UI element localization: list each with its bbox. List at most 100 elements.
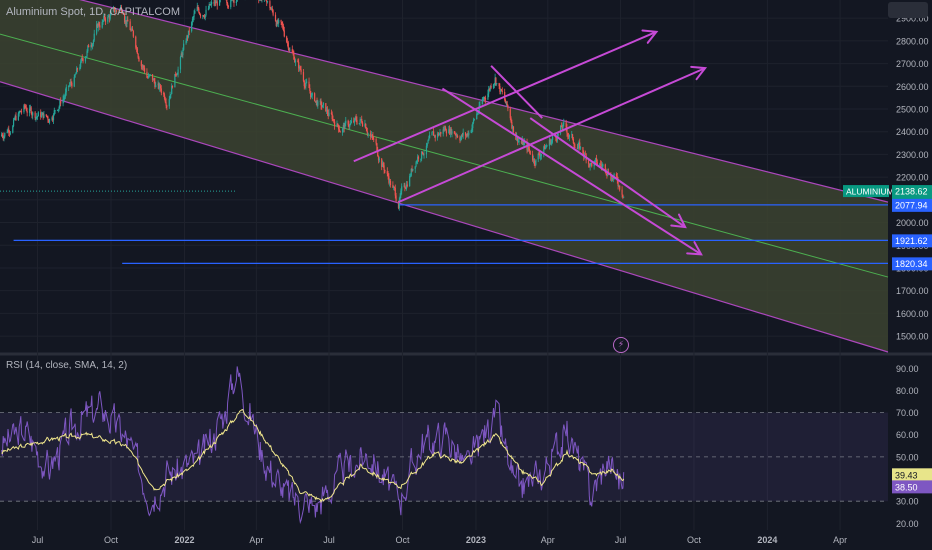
channel-fill (0, 0, 888, 352)
candle-body (194, 11, 196, 14)
candle-body (539, 154, 541, 157)
candle-body (393, 187, 395, 188)
candle-body (412, 168, 414, 171)
price-tick-label: 2800.00 (896, 36, 929, 46)
candle-body (71, 82, 73, 87)
lightning-bolt-icon[interactable]: ⚡ (613, 337, 629, 353)
candle-body (370, 134, 372, 137)
candle-body (277, 21, 279, 24)
candle-body (488, 89, 491, 90)
candle-body (524, 141, 526, 144)
candle-body (155, 85, 157, 88)
candle-body (389, 180, 391, 183)
candle-body (320, 100, 322, 106)
candle-body (438, 134, 440, 136)
candle-body (204, 14, 206, 18)
candle-body (615, 173, 618, 177)
candle-body (309, 88, 311, 91)
candle-body (589, 163, 591, 167)
candle-body (427, 140, 429, 144)
candle-body (354, 117, 356, 119)
candle-body (160, 88, 162, 93)
candle-body (520, 141, 523, 144)
candle-body (230, 0, 232, 8)
candle-body (119, 6, 122, 10)
candle-body (276, 21, 278, 27)
candle-body (398, 199, 400, 209)
candle-body (501, 90, 503, 92)
candle-body (454, 133, 456, 135)
arrow-head (686, 241, 703, 256)
candle-body (15, 115, 17, 120)
candle-body (425, 145, 428, 155)
candle-body (297, 60, 299, 63)
candle-body (269, 1, 271, 9)
candle-body (278, 20, 280, 24)
candle-body (461, 134, 463, 136)
price-tick-label: 2700.00 (896, 59, 929, 69)
candle-body (338, 129, 340, 132)
candle-body (170, 94, 172, 96)
candle-body (235, 1, 237, 4)
candle-body (557, 133, 559, 136)
candle-body (143, 67, 146, 72)
candle-body (617, 180, 619, 186)
candle-body (360, 119, 362, 120)
candle-body (300, 69, 302, 73)
candle-body (306, 81, 308, 83)
candle-body (440, 131, 442, 134)
candle-body (326, 109, 328, 112)
candle-body (216, 1, 218, 6)
candle-body (488, 89, 490, 94)
candle-body (403, 185, 405, 187)
candle-body (115, 10, 117, 13)
candle-body (426, 143, 428, 146)
candle-body (210, 4, 212, 6)
candle-body (53, 110, 55, 115)
candle-body (121, 11, 123, 14)
candle-body (308, 81, 310, 89)
candle-body (549, 139, 551, 144)
candle-body (437, 133, 440, 136)
candle-body (226, 0, 228, 3)
time-tick-label: Oct (104, 535, 119, 545)
candle-body (165, 102, 167, 106)
candle-body (366, 131, 368, 134)
candle-body (590, 163, 592, 164)
candle-body (129, 21, 131, 30)
candle-body (451, 131, 453, 134)
candle-body (208, 4, 210, 9)
candle-body (185, 41, 187, 44)
candle-body (518, 141, 520, 142)
candle-body (459, 137, 461, 141)
candle-body (54, 110, 56, 112)
time-tick-label: Oct (687, 535, 702, 545)
candle-body (364, 123, 366, 127)
candle-body (600, 164, 602, 167)
candle-body (618, 185, 620, 187)
candle-body (272, 10, 274, 15)
candle-body (361, 119, 363, 123)
candle-body (591, 163, 593, 167)
candle-body (24, 105, 27, 108)
candle-body (604, 164, 606, 170)
candle-body (455, 134, 457, 136)
candle-body (521, 139, 523, 144)
candle-body (236, 0, 238, 2)
candle-body (533, 158, 535, 163)
candle-body (20, 110, 22, 112)
price-tick-label: 1700.00 (896, 286, 929, 296)
candle-body (467, 133, 469, 136)
candle-body (361, 122, 364, 127)
candle-body (164, 98, 166, 103)
candle-body (25, 107, 27, 111)
candle-body (108, 15, 110, 18)
candle-body (476, 113, 478, 120)
candle-body (571, 134, 574, 139)
candle-body (215, 1, 217, 4)
trend-arrow (441, 87, 702, 256)
candle-body (166, 105, 168, 107)
candle-body (17, 113, 19, 120)
candle-body (409, 175, 412, 177)
candle-body (151, 74, 154, 81)
